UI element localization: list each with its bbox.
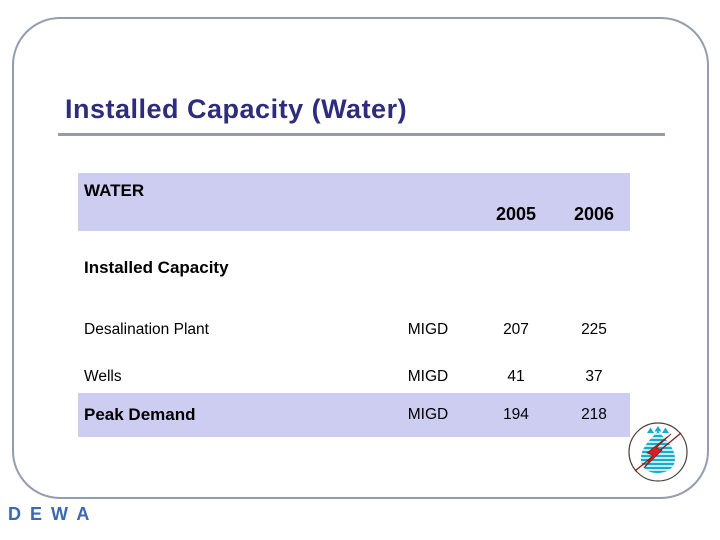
- row-value-2006: 37: [585, 368, 603, 385]
- table-row-wells: Wells MIGD 41 37: [78, 365, 630, 389]
- row-label: Peak Demand: [84, 405, 196, 424]
- table-section-title: Installed Capacity: [84, 258, 229, 277]
- row-unit: MIGD: [407, 321, 449, 338]
- dewa-logo: [627, 421, 689, 483]
- dewa-logo-icon: [628, 422, 688, 482]
- slide-title: Installed Capacity (Water): [65, 94, 408, 124]
- row-label: Desalination Plant: [84, 321, 209, 338]
- table-header-label: WATER: [84, 181, 145, 200]
- row-unit: MIGD: [407, 368, 449, 385]
- column-header-2006: 2006: [573, 204, 615, 224]
- column-header-2005: 2005: [495, 204, 537, 224]
- table-row-desalination-plant: Desalination Plant MIGD 207 225: [78, 318, 630, 342]
- water-capacity-table: WATER 2005 2006 Installed Capacity Desal…: [78, 173, 630, 437]
- slide-frame: [12, 17, 709, 499]
- row-value-2006: 225: [581, 321, 607, 338]
- table-row-peak-demand: Peak Demand MIGD 194 218: [78, 393, 630, 437]
- title-underline: [58, 133, 665, 136]
- row-value-2006: 218: [581, 406, 607, 423]
- table-header-row: WATER 2005 2006: [78, 173, 630, 231]
- row-value-2005: 194: [503, 406, 529, 423]
- row-label: Wells: [84, 368, 122, 385]
- row-value-2005: 207: [503, 321, 529, 338]
- row-unit: MIGD: [407, 406, 449, 423]
- row-value-2005: 41: [507, 368, 525, 385]
- dewa-wordmark: D E W A: [8, 504, 92, 524]
- table-header-unit-spacer: [382, 173, 474, 231]
